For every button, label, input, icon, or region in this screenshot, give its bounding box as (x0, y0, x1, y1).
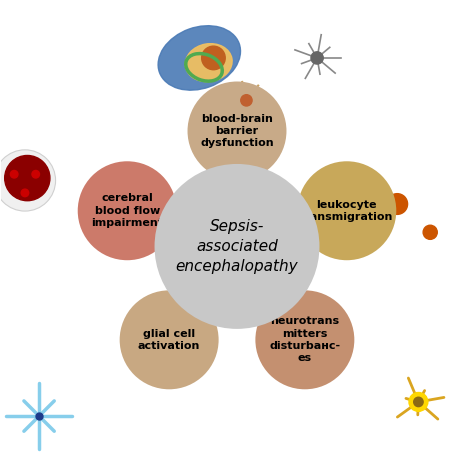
Text: Sepsis-
associated
encephalopathy: Sepsis- associated encephalopathy (176, 219, 298, 273)
Text: leukocyte
transmigration: leukocyte transmigration (300, 200, 393, 222)
Circle shape (414, 397, 423, 407)
Text: cerebral
blood flow
impairment: cerebral blood flow impairment (91, 193, 163, 228)
Circle shape (409, 392, 428, 411)
Circle shape (241, 95, 252, 106)
Circle shape (21, 189, 29, 197)
Text: neurotrans
mitters
disturbанс-
es: neurotrans mitters disturbанс- es (269, 316, 340, 364)
Circle shape (155, 164, 319, 329)
Circle shape (10, 171, 18, 178)
Circle shape (255, 291, 355, 389)
Circle shape (32, 171, 39, 178)
Ellipse shape (185, 44, 232, 82)
Circle shape (5, 155, 50, 201)
Text: blood-brain
barrier
dysfunction: blood-brain barrier dysfunction (200, 114, 274, 148)
Circle shape (0, 150, 55, 211)
Circle shape (311, 52, 323, 64)
Circle shape (78, 161, 177, 260)
Text: glial cell
activation: glial cell activation (138, 328, 201, 351)
Ellipse shape (158, 26, 240, 90)
Circle shape (423, 225, 438, 239)
Circle shape (201, 46, 225, 70)
Circle shape (297, 161, 396, 260)
Circle shape (387, 194, 408, 214)
Circle shape (119, 291, 219, 389)
Circle shape (188, 82, 286, 181)
